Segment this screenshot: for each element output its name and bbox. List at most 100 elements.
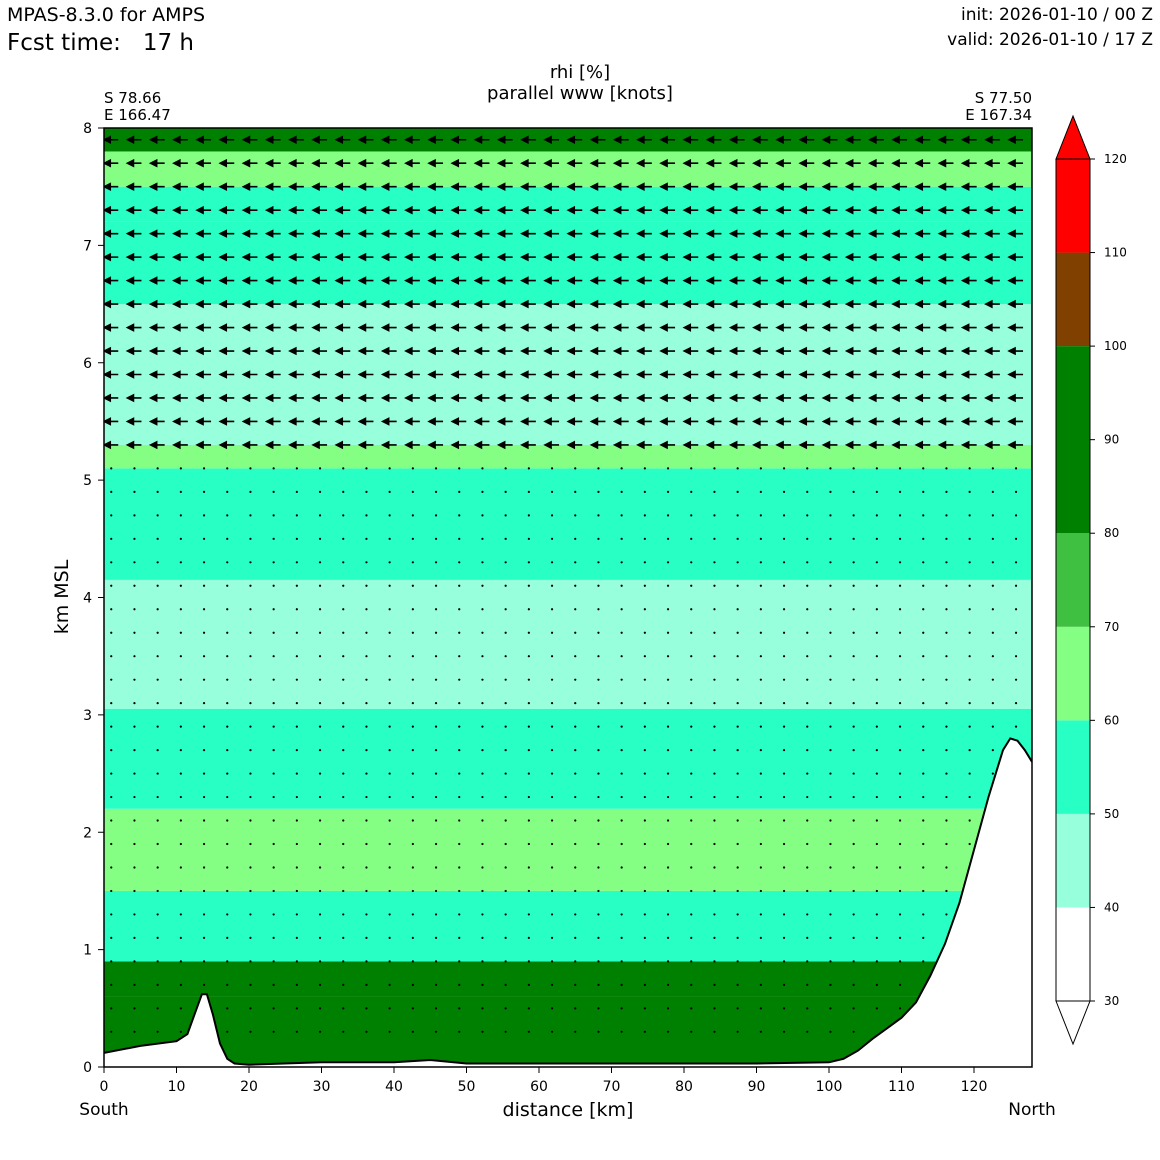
wind-calm-dot [179, 772, 182, 775]
wind-calm-dot [434, 678, 438, 681]
wind-calm-dot [388, 490, 391, 493]
right-endpoint-lat: S 77.50 [974, 89, 1032, 107]
wind-calm-dot [597, 983, 600, 986]
wind-arrow [798, 440, 815, 450]
wind-calm-dot [481, 1030, 484, 1033]
wind-arrow [195, 135, 212, 145]
wind-calm-dot [249, 983, 252, 986]
wind-calm-dot [829, 983, 832, 986]
wind-calm-dot [318, 631, 322, 634]
wind-arrow [914, 393, 931, 403]
wind-calm-dot [736, 631, 739, 634]
wind-calm-dot [365, 842, 368, 846]
wind-arrow [450, 299, 467, 309]
wind-calm-dot [991, 514, 994, 517]
wind-arrow [589, 276, 606, 285]
wind-calm-dot [782, 584, 786, 587]
wind-calm-dot [133, 725, 136, 728]
wind-arrow [705, 393, 722, 403]
wind-calm-dot [643, 467, 646, 470]
wind-calm-dot [782, 772, 786, 775]
wind-arrow [821, 417, 838, 426]
wind-arrow [543, 393, 560, 403]
wind-calm-dot [342, 537, 345, 540]
wind-calm-dot [202, 960, 206, 963]
wind-calm-dot [527, 467, 530, 470]
wind-calm-dot [527, 913, 530, 916]
wind-arrow [914, 158, 931, 168]
wind-arrow [450, 440, 467, 450]
wind-arrow [566, 370, 583, 379]
wind-arrow [728, 205, 745, 215]
y-tick-label: 8 [83, 121, 92, 137]
wind-calm-dot [133, 467, 136, 470]
wind-calm-dot [110, 467, 113, 470]
wind-arrow [612, 252, 629, 262]
wind-calm-dot [782, 960, 786, 963]
wind-calm-dot [156, 702, 159, 705]
wind-arrow [728, 346, 745, 356]
wind-calm-dot [434, 748, 438, 752]
wind-arrow [1007, 346, 1024, 356]
wind-arrow [288, 299, 304, 309]
wind-calm-dot [945, 514, 948, 517]
wind-arrow [172, 417, 188, 426]
wind-calm-dot [156, 866, 159, 869]
wind-arrow [380, 299, 397, 309]
colorbar-band [1056, 626, 1090, 721]
wind-calm-dot [991, 772, 994, 775]
wind-calm-dot [295, 655, 298, 658]
wind-calm-dot [550, 913, 554, 916]
wind-calm-dot [133, 983, 136, 986]
wind-calm-dot [991, 655, 994, 658]
wind-calm-dot [1014, 467, 1018, 470]
wind-arrow [728, 252, 745, 262]
wind-calm-dot [898, 936, 902, 939]
wind-calm-dot [690, 772, 693, 775]
wind-calm-dot [968, 748, 971, 752]
wind-arrow [728, 276, 745, 285]
wind-calm-dot [179, 889, 182, 893]
wind-calm-dot [666, 561, 670, 564]
wind-arrow [520, 252, 536, 262]
wind-calm-dot [806, 631, 809, 634]
wind-calm-dot [991, 702, 994, 705]
wind-arrow [844, 252, 861, 262]
wind-calm-dot [690, 748, 693, 752]
x-tick-label: 110 [888, 1079, 915, 1095]
wind-calm-dot [690, 702, 693, 705]
terrain-fill [104, 738, 1032, 1067]
wind-calm-dot [527, 1007, 530, 1010]
wind-calm-dot [504, 819, 507, 822]
wind-calm-dot [550, 772, 554, 775]
wind-calm-dot [342, 795, 345, 799]
wind-arrow [868, 276, 884, 285]
wind-calm-dot [782, 561, 786, 564]
wind-arrow [380, 205, 397, 215]
wind-arrow [450, 229, 467, 238]
wind-arrow [914, 229, 931, 238]
wind-arrow [868, 158, 884, 168]
wind-arrow [844, 417, 861, 426]
wind-calm-dot [179, 608, 182, 611]
wind-calm-dot [156, 537, 159, 540]
wind-calm-dot [434, 1007, 438, 1010]
wind-calm-dot [318, 584, 322, 587]
wind-arrow [450, 205, 467, 215]
wind-arrow [775, 440, 792, 450]
wind-arrow [636, 323, 652, 332]
wind-calm-dot [736, 772, 739, 775]
wind-calm-dot [713, 514, 716, 517]
wind-arrow [380, 182, 397, 191]
wind-calm-dot [690, 561, 693, 564]
wind-arrow [264, 205, 281, 215]
wind-calm-dot [318, 1030, 322, 1033]
wind-calm-dot [620, 608, 623, 611]
wind-arrow [125, 323, 142, 332]
wind-arrow [311, 417, 328, 426]
wind-arrow [172, 440, 188, 450]
wind-calm-dot [202, 842, 206, 846]
wind-calm-dot [690, 608, 693, 611]
wind-arrow [450, 276, 467, 285]
wind-arrow [937, 229, 954, 238]
